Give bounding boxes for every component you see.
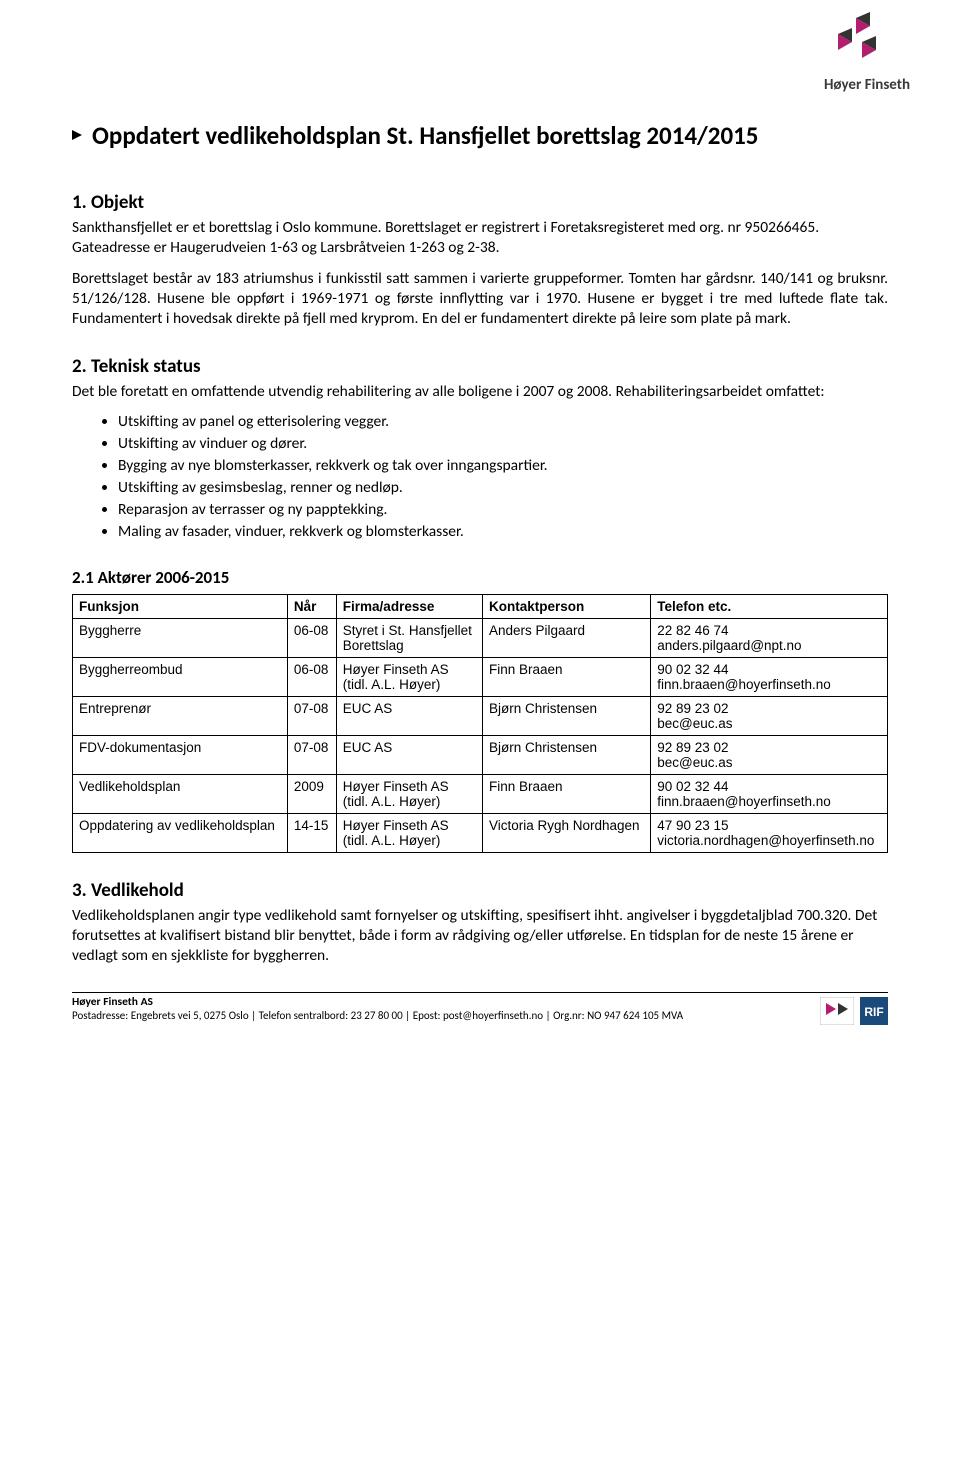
list-item: Reparasjon av terrasser og ny papptekkin… xyxy=(118,500,888,521)
cell-funksjon: FDV-dokumentasjon xyxy=(73,735,288,774)
list-item: Utskifting av panel og etterisolering ve… xyxy=(118,412,888,433)
col-funksjon: Funksjon xyxy=(73,594,288,618)
footer-company: Høyer Finseth AS xyxy=(72,995,888,1009)
section-1-p1: Sankthansfjellet er et borettslag i Oslo… xyxy=(72,218,888,258)
section-2-1-heading: 2.1 Aktører 2006-2015 xyxy=(72,567,888,588)
cell-telefon: 22 82 46 74anders.pilgaard@npt.no xyxy=(651,618,888,657)
cell-funksjon: Entreprenør xyxy=(73,696,288,735)
cell-kontakt: Finn Braaen xyxy=(482,774,650,813)
cell-firma: EUC AS xyxy=(336,735,482,774)
cell-nar: 07-08 xyxy=(287,735,336,774)
cell-firma: EUC AS xyxy=(336,696,482,735)
list-item: Utskifting av gesimsbeslag, renner og ne… xyxy=(118,478,888,499)
cell-firma: Høyer Finseth AS(tidl. A.L. Høyer) xyxy=(336,774,482,813)
cell-telefon: 90 02 32 44finn.braaen@hoyerfinseth.no xyxy=(651,657,888,696)
cell-kontakt: Bjørn Christensen xyxy=(482,696,650,735)
brand-logo: Høyer Finseth xyxy=(824,12,910,94)
col-kontakt: Kontaktperson xyxy=(482,594,650,618)
cell-funksjon: Vedlikeholdsplan xyxy=(73,774,288,813)
cell-telefon: 92 89 23 02bec@euc.as xyxy=(651,696,888,735)
footer-line: Postadresse: Engebrets vei 5, 0275 Oslo … xyxy=(72,1009,888,1022)
page-title: Oppdatert vedlikeholdsplan St. Hansfjell… xyxy=(92,120,758,151)
cell-nar: 2009 xyxy=(287,774,336,813)
cell-kontakt: Finn Braaen xyxy=(482,657,650,696)
svg-text:RIF: RIF xyxy=(864,1005,883,1019)
table-row: Byggherreombud06-08Høyer Finseth AS(tidl… xyxy=(73,657,888,696)
table-row: FDV-dokumentasjon07-08EUC ASBjørn Christ… xyxy=(73,735,888,774)
cell-nar: 14-15 xyxy=(287,813,336,852)
list-item: Utskifting av vinduer og dører. xyxy=(118,434,888,455)
section-1-heading: 1. Objekt xyxy=(72,191,888,214)
table-row: Entreprenør07-08EUC ASBjørn Christensen9… xyxy=(73,696,888,735)
section-3-heading: 3. Vedlikehold xyxy=(72,879,888,902)
cell-firma: Styret i St. HansfjelletBorettslag xyxy=(336,618,482,657)
col-firma: Firma/adresse xyxy=(336,594,482,618)
cell-firma: Høyer Finseth AS(tidl. A.L. Høyer) xyxy=(336,813,482,852)
table-row: Oppdatering av vedlikeholdsplan14-15Høye… xyxy=(73,813,888,852)
cell-firma: Høyer Finseth AS(tidl. A.L. Høyer) xyxy=(336,657,482,696)
footer-logos: RIF xyxy=(820,997,888,1025)
col-nar: Når xyxy=(287,594,336,618)
footer-logo-2-icon: RIF xyxy=(860,997,888,1025)
brand-name: Høyer Finseth xyxy=(824,76,910,94)
page-footer: Høyer Finseth AS Postadresse: Engebrets … xyxy=(72,992,888,1022)
cell-kontakt: Anders Pilgaard xyxy=(482,618,650,657)
section-2-heading: 2. Teknisk status xyxy=(72,355,888,378)
cell-funksjon: Oppdatering av vedlikeholdsplan xyxy=(73,813,288,852)
actors-table: Funksjon Når Firma/adresse Kontaktperson… xyxy=(72,594,888,853)
cell-kontakt: Bjørn Christensen xyxy=(482,735,650,774)
table-row: Vedlikeholdsplan2009Høyer Finseth AS(tid… xyxy=(73,774,888,813)
col-telefon: Telefon etc. xyxy=(651,594,888,618)
cell-nar: 06-08 xyxy=(287,657,336,696)
cell-funksjon: Byggherre xyxy=(73,618,288,657)
cell-kontakt: Victoria Rygh Nordhagen xyxy=(482,813,650,852)
section-2-list: Utskifting av panel og etterisolering ve… xyxy=(72,412,888,543)
footer-logo-1-icon xyxy=(820,997,854,1025)
cell-telefon: 90 02 32 44finn.braaen@hoyerfinseth.no xyxy=(651,774,888,813)
section-2-intro: Det ble foretatt en omfattende utvendig … xyxy=(72,382,888,402)
cell-nar: 07-08 xyxy=(287,696,336,735)
section-3-p1: Vedlikeholdsplanen angir type vedlikehol… xyxy=(72,906,888,966)
title-bullet-icon xyxy=(72,128,86,142)
cell-telefon: 92 89 23 02bec@euc.as xyxy=(651,735,888,774)
cell-funksjon: Byggherreombud xyxy=(73,657,288,696)
section-1-p2: Borettslaget består av 183 atriumshus i … xyxy=(72,269,888,329)
list-item: Maling av fasader, vinduer, rekkverk og … xyxy=(118,522,888,543)
logo-mark-icon xyxy=(824,12,894,74)
cell-nar: 06-08 xyxy=(287,618,336,657)
list-item: Bygging av nye blomsterkasser, rekkverk … xyxy=(118,456,888,477)
cell-telefon: 47 90 23 15victoria.nordhagen@hoyerfinse… xyxy=(651,813,888,852)
table-row: Byggherre06-08Styret i St. HansfjelletBo… xyxy=(73,618,888,657)
